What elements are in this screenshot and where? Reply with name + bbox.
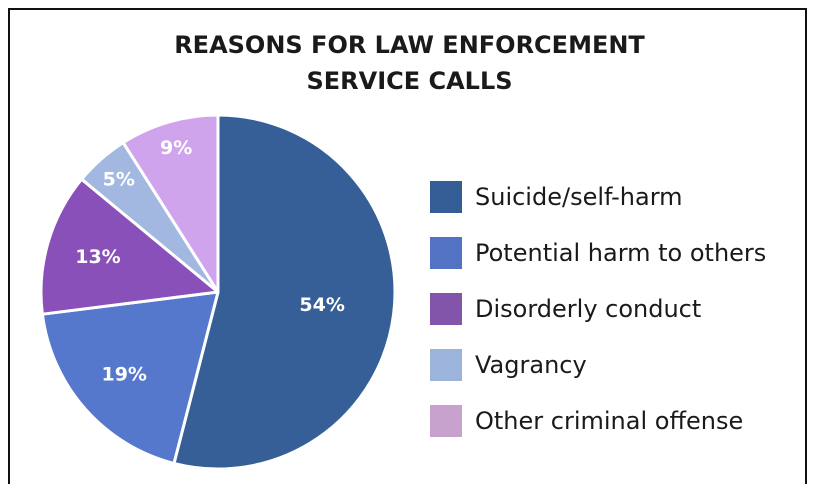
legend-label: Potential harm to others — [475, 239, 767, 267]
pie-slice-potential-harm-to-others — [40, 290, 220, 465]
pie-slice-other-criminal-offense — [121, 113, 220, 294]
chart-title: REASONS FOR LAW ENFORCEMENT SERVICE CALL… — [174, 31, 645, 95]
legend-label: Vagrancy — [475, 351, 587, 379]
pie-slice-disorderly-conduct — [39, 177, 220, 316]
legend-swatch — [430, 349, 462, 381]
pie-slice-suicide-self-harm — [172, 113, 397, 471]
legend-swatch — [430, 405, 462, 437]
legend-swatch — [430, 181, 462, 213]
legend-swatch — [430, 237, 462, 269]
legend-swatch — [430, 293, 462, 325]
chart-frame — [8, 8, 807, 484]
legend-label: Suicide/self-harm — [475, 183, 683, 211]
legend-label: Other criminal offense — [475, 407, 744, 435]
legend-label: Disorderly conduct — [475, 295, 702, 323]
slice-label-potential-harm-to-others: 19% — [101, 364, 146, 386]
slice-label-vagrancy: 5% — [103, 168, 135, 190]
slice-label-disorderly-conduct: 13% — [75, 246, 120, 268]
slice-label-suicide-self-harm: 54% — [299, 294, 344, 316]
slice-label-other-criminal-offense: 9% — [160, 137, 192, 159]
